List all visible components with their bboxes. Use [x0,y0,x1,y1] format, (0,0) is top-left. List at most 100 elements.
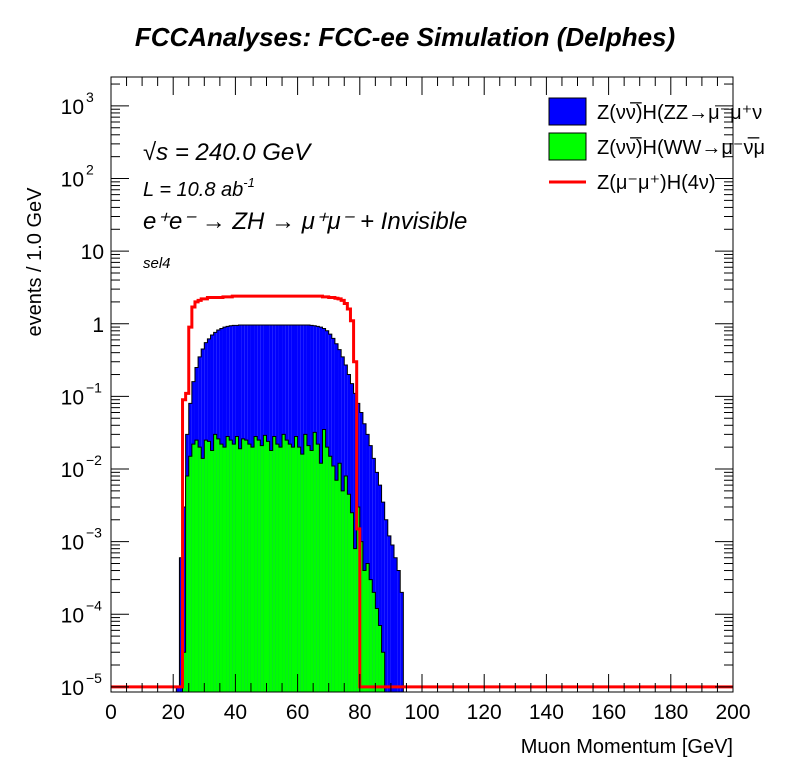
histogram-bin-1-18 [238,448,242,692]
histogram-bin-1-1 [185,476,189,692]
x-tick-label-5: 100 [404,701,439,724]
y-tick-label-2: 10 [81,241,104,264]
y-tick-exponent-6: −3 [86,525,102,541]
histogram-bin-1-62 [375,608,379,692]
y-tick-exponent-0: 3 [86,89,94,105]
histogram-bin-1-57 [359,541,363,692]
histogram-bin-0-72 [400,592,404,692]
histogram-bin-1-53 [347,494,351,692]
histogram-bin-1-46 [325,447,329,692]
histogram-bin-1-28 [269,450,273,692]
histogram-bin-1-2 [188,456,192,692]
histogram-bin-1-19 [241,438,245,692]
series-outline-0 [175,324,404,692]
y-tick-exponent-8: −5 [86,670,102,686]
series-line-2 [111,294,733,689]
histogram-bin-1-45 [322,429,326,692]
y-axis-label: events / 1.0 GeV [24,187,46,337]
histogram-bin-0-65 [378,485,382,692]
histogram-bin-1-15 [229,440,233,692]
histogram-bin-1-6 [201,458,205,692]
histogram-bin-1-3 [191,444,195,692]
histogram-bin-1-4 [194,440,199,692]
x-tick-label-8: 160 [591,701,626,724]
x-axis-label: Muon Momentum [GeV] [521,736,733,758]
histogram-bin-0-64 [375,472,379,692]
histogram-bin-1-35 [291,447,295,692]
y-tick-label-5: 10 [61,459,84,482]
histogram-bin-0-2 [182,506,186,692]
legend-label-0: Z(νν̅)H(ZZ→μ⁻μ⁺ν [597,101,762,124]
histogram-bin-1-48 [331,466,335,692]
histogram-bin-1-32 [282,434,286,692]
histogram-bin-1-41 [310,450,314,692]
histogram-bin-0-71 [397,570,401,692]
x-tick-label-0: 0 [105,701,117,724]
x-tick-label-3: 60 [286,701,309,724]
histogram-bin-1-20 [244,440,248,692]
y-tick-exponent-1: 2 [86,162,94,178]
y-tick-exponent-4: −1 [86,379,102,395]
histogram-bin-1-33 [285,440,289,692]
histogram-bin-1-47 [328,456,332,692]
histogram-bin-0-66 [381,502,385,692]
histogram-bin-1-59 [366,563,370,692]
y-tick-label-1: 10 [61,169,84,192]
histogram-bin-1-49 [334,480,339,692]
y-tick-label-3: 1 [92,314,104,337]
y-tick-exponent-5: −2 [86,452,102,468]
histogram-bin-1-36 [294,436,298,692]
y-tick-label-6: 10 [61,532,84,555]
histogram-bin-1-34 [288,444,292,692]
legend-label-2: Z(μ⁻μ⁺)H(4ν) [597,172,716,194]
x-tick-label-9: 180 [653,701,688,724]
histogram-bin-1-58 [362,570,367,692]
y-tick-label-7: 10 [61,604,84,627]
histogram-bin-1-31 [278,447,283,692]
histogram-bin-0-63 [372,458,376,692]
x-tick-label-2: 40 [224,701,247,724]
histogram-bin-1-64 [381,652,385,692]
x-tick-label-4: 80 [348,701,371,724]
histogram-bin-1-39 [303,434,307,692]
histogram-bin-1-22 [250,447,255,692]
series-outline-1 [182,428,386,692]
selection-annotation: sel4 [143,255,171,272]
histogram-bin-1-7 [204,440,208,692]
histogram-bin-1-43 [316,444,320,692]
luminosity-annotation: L = 10.8 ab-1 [143,175,255,201]
histogram-bin-0-67 [384,519,388,692]
histogram-bin-1-60 [369,579,373,692]
y-tick-exponent-7: −4 [86,597,102,613]
histogram-bin-1-14 [226,436,230,692]
x-axis: 0 20 40 60 80 100 120 140 160 180 200 [105,77,751,724]
histogram-bin-1-17 [235,436,239,692]
x-tick-label-10: 200 [715,701,750,724]
histogram-bin-0-0 [176,686,180,692]
histogram-bin-1-54 [350,512,354,692]
y-tick-label-8: 10 [61,677,84,700]
histogram-bin-0-68 [387,535,391,692]
histogram-bin-1-55 [353,548,357,692]
histogram-bin-0-57 [353,393,357,692]
histogram-bin-1-13 [222,447,227,692]
histogram-bin-1-27 [266,441,270,692]
histogram-bin-1-21 [247,444,251,692]
histogram-bin-1-16 [232,444,236,692]
histogram-bin-1-38 [300,454,304,692]
sqrt-s-annotation: √s = 240.0 GeV [143,139,312,166]
histogram-bin-1-24 [257,440,261,692]
histogram-bin-1-23 [254,436,258,692]
x-tick-label-7: 140 [529,701,564,724]
histogram-bin-1-56 [356,506,360,692]
histogram-bin-1-26 [263,435,267,692]
histogram-bin-1-63 [378,625,382,692]
histogram-bin-1-42 [313,432,317,692]
chart-title: FCCAnalyses: FCC-ee Simulation (Delphes) [135,22,675,52]
histogram-bin-1-61 [372,592,376,692]
histogram-bin-1-29 [272,436,276,692]
histogram-bin-1-0 [182,652,186,692]
histogram-bin-1-9 [210,450,214,692]
